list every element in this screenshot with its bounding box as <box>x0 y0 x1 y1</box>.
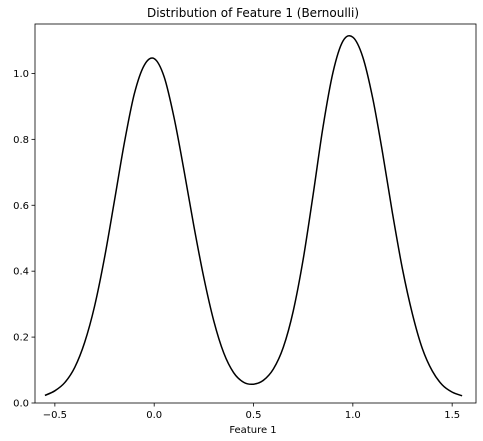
x-axis-label: Feature 1 <box>229 425 276 436</box>
x-tick-label: 1.5 <box>444 410 460 421</box>
chart-title: Distribution of Feature 1 (Bernoulli) <box>147 6 359 20</box>
y-tick-label: 1.0 <box>13 69 29 80</box>
series-line-0 <box>44 34 463 397</box>
y-tick-label: 0.2 <box>13 333 29 344</box>
axes-frame <box>34 23 477 404</box>
y-tick-label: 0.6 <box>13 201 29 212</box>
plot-area <box>44 34 463 397</box>
x-tick-label: 1.0 <box>345 410 361 421</box>
y-tick-label: 0.8 <box>13 135 29 146</box>
y-tick-label: 0.4 <box>13 267 29 278</box>
x-tick-label: −0.5 <box>43 410 67 421</box>
y-tick-label: 0.0 <box>13 399 29 410</box>
x-tick-label: 0.0 <box>146 410 162 421</box>
x-tick-label: 0.5 <box>246 410 262 421</box>
axes: −0.5 0.0 0.5 1.0 1.5 0.0 0.2 0.4 0.6 0.8 1.0 <box>13 23 477 421</box>
